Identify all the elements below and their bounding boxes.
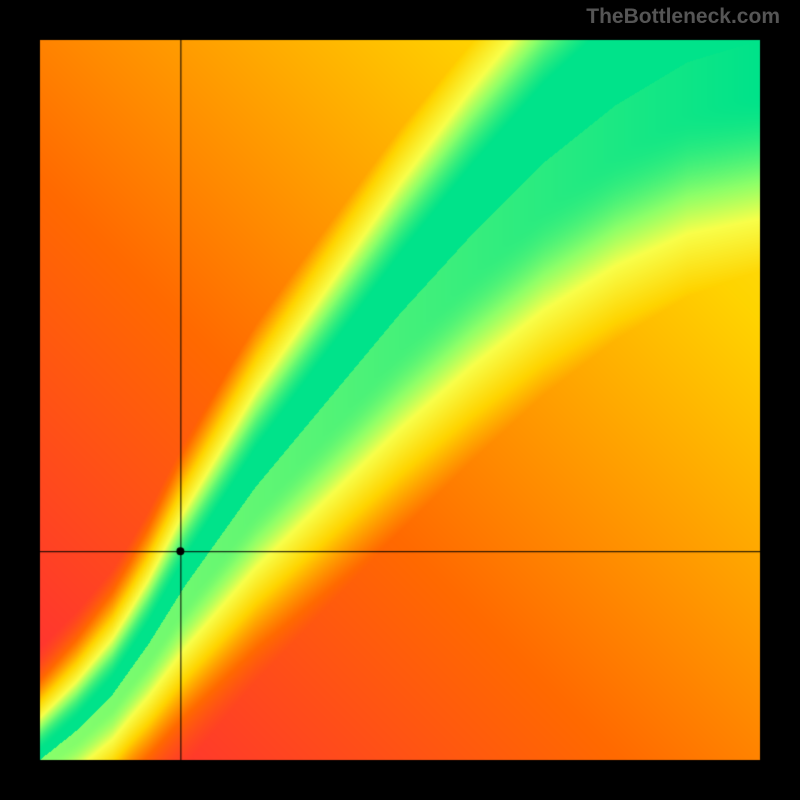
heatmap-chart	[0, 0, 800, 800]
watermark-text: TheBottleneck.com	[586, 5, 780, 29]
chart-container: TheBottleneck.com	[0, 0, 800, 800]
